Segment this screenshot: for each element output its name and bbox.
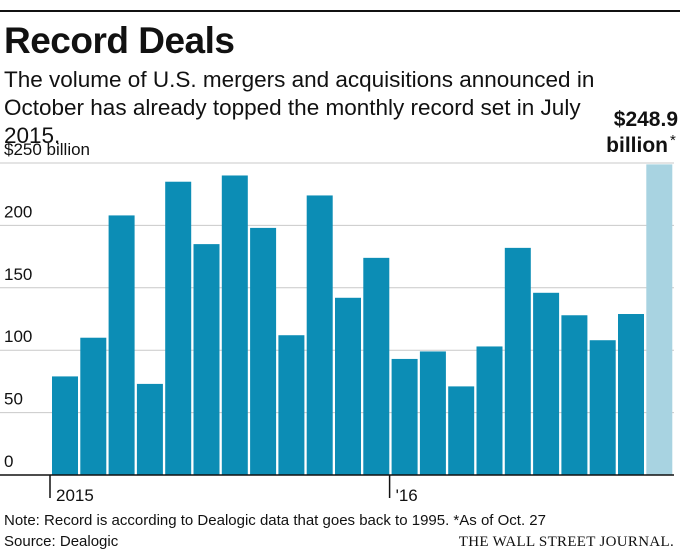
bar [221,175,248,476]
y-tick-label: 150 [4,265,32,284]
bar [80,337,107,475]
bar [391,358,418,475]
y-tick-label: 100 [4,327,32,346]
x-tick-label: 2015 [56,486,94,505]
bar [618,314,644,475]
bar [193,244,220,475]
chart-title: Record Deals [4,20,235,61]
bar [250,227,277,475]
bar [363,257,390,475]
bar [52,376,78,475]
bar [165,181,192,475]
bar [476,346,503,475]
bar [136,383,163,475]
source-line: Source: Dealogic [4,533,119,550]
bar [589,340,616,475]
bar-chart: 0 50 100 150 200 $250 billion 2015 '16 $248.9 bil… [0,108,678,505]
bar-highlight [646,164,673,475]
bar [108,215,135,475]
bar [504,247,531,475]
annotation-asterisk: * [670,132,676,149]
annotation-value: $248.9 [614,108,678,131]
bar [561,315,588,475]
y-tick-label: $250 billion [4,140,90,159]
chart-subtitle: The volume of U.S. mergers and acquisiti… [4,67,595,148]
bar [419,351,446,475]
bar [335,297,361,475]
y-tick-label: 50 [4,390,23,409]
annotation-unit: billion [606,134,668,157]
bar [306,195,333,475]
bar [278,335,305,475]
bar [533,292,560,475]
y-tick-label: 0 [4,452,13,471]
y-tick-label: 200 [4,202,32,221]
publisher-logo: THE WALL STREET JOURNAL. [458,534,674,550]
bar [448,386,475,475]
top-rule [0,10,680,12]
footnote: Note: Record is according to Dealogic da… [4,512,546,529]
x-tick-label: '16 [396,486,418,505]
